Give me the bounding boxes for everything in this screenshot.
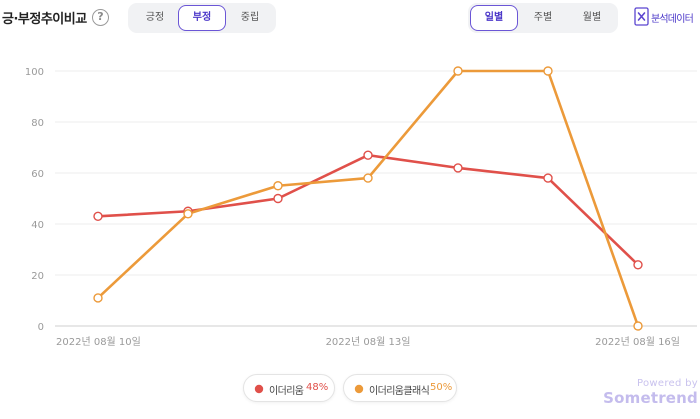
tab-negative[interactable]: 부정: [178, 5, 226, 31]
y-tick-label-60: 60: [31, 169, 44, 180]
data-point-series-1-5: [543, 173, 553, 183]
data-point-series-2-5: [543, 66, 553, 76]
data-point-series-2-6: [633, 321, 643, 331]
data-point-series-1-4: [453, 163, 463, 173]
y-tick-label-0: 0: [38, 322, 44, 333]
data-point-series-1-2: [273, 193, 283, 204]
data-point-series-2-2: [273, 181, 283, 191]
tab-weekly[interactable]: 주별: [533, 12, 553, 23]
excel-icon: [634, 7, 649, 26]
legend-series-1-name: 이더리움: [269, 386, 304, 397]
data-point-series-1-6: [633, 260, 643, 270]
tab-neutral[interactable]: 중립: [240, 12, 260, 23]
data-point-series-2-0: [93, 293, 103, 303]
download-data-label: 분석데이터: [651, 14, 694, 25]
trend-line-chart: 0 20 40 60 80 100 2022년 08월 10일 2022년 08월 13일 20…: [25, 66, 697, 348]
data-point-series-2-4: [453, 66, 463, 76]
data-point-series-1-0: [93, 211, 103, 222]
x-tick-label-0: 2022년 08월 10일: [56, 336, 141, 348]
download-data-button[interactable]: 분석데이터: [634, 7, 700, 27]
y-tick-label-20: 20: [31, 271, 44, 282]
powered-by-text: Powered by: [637, 378, 698, 389]
data-point-series-2-1: [183, 209, 193, 219]
x-tick-label-6: 2022년 08월 16일: [595, 336, 680, 348]
brand-logo-text: Sometrend: [603, 389, 698, 407]
tab-daily[interactable]: 일별: [470, 5, 518, 31]
help-icon[interactable]: ?: [92, 9, 109, 26]
data-point-series-2-3: [363, 173, 373, 183]
page-title: 긍·부정추이비교: [2, 12, 87, 27]
chart-header: 긍·부정추이비교 ? 긍정 부정 중립 일별 주별 월별 분석데이터: [0, 0, 700, 38]
period-toggle: 일별 주별 월별: [468, 3, 618, 33]
legend-marker-series-1: [254, 384, 264, 394]
data-point-series-1-3: [363, 150, 373, 160]
series-line-2: [96, 69, 640, 328]
y-tick-label-100: 100: [25, 67, 44, 78]
legend-series-1-percent: 48%: [306, 382, 329, 393]
legend-marker-series-2: [354, 384, 364, 394]
x-tick-label-3: 2022년 08월 13일: [326, 336, 411, 348]
legend-series-2-percent: 50%: [430, 382, 453, 393]
sentiment-toggle: 긍정 부정 중립: [128, 3, 276, 33]
tab-monthly[interactable]: 월별: [582, 12, 602, 23]
y-tick-label-40: 40: [31, 220, 44, 231]
legend-item-series-1[interactable]: 이더리움 48%: [243, 374, 335, 402]
y-tick-label-80: 80: [31, 118, 44, 129]
series-line-1: [96, 153, 640, 267]
tab-positive[interactable]: 긍정: [145, 12, 165, 23]
powered-by-logo: Powered by Sometrend: [603, 378, 698, 407]
legend-item-series-2[interactable]: 이더리움클래식 50%: [343, 374, 457, 402]
legend-series-2-name: 이더리움클래식: [369, 386, 430, 397]
